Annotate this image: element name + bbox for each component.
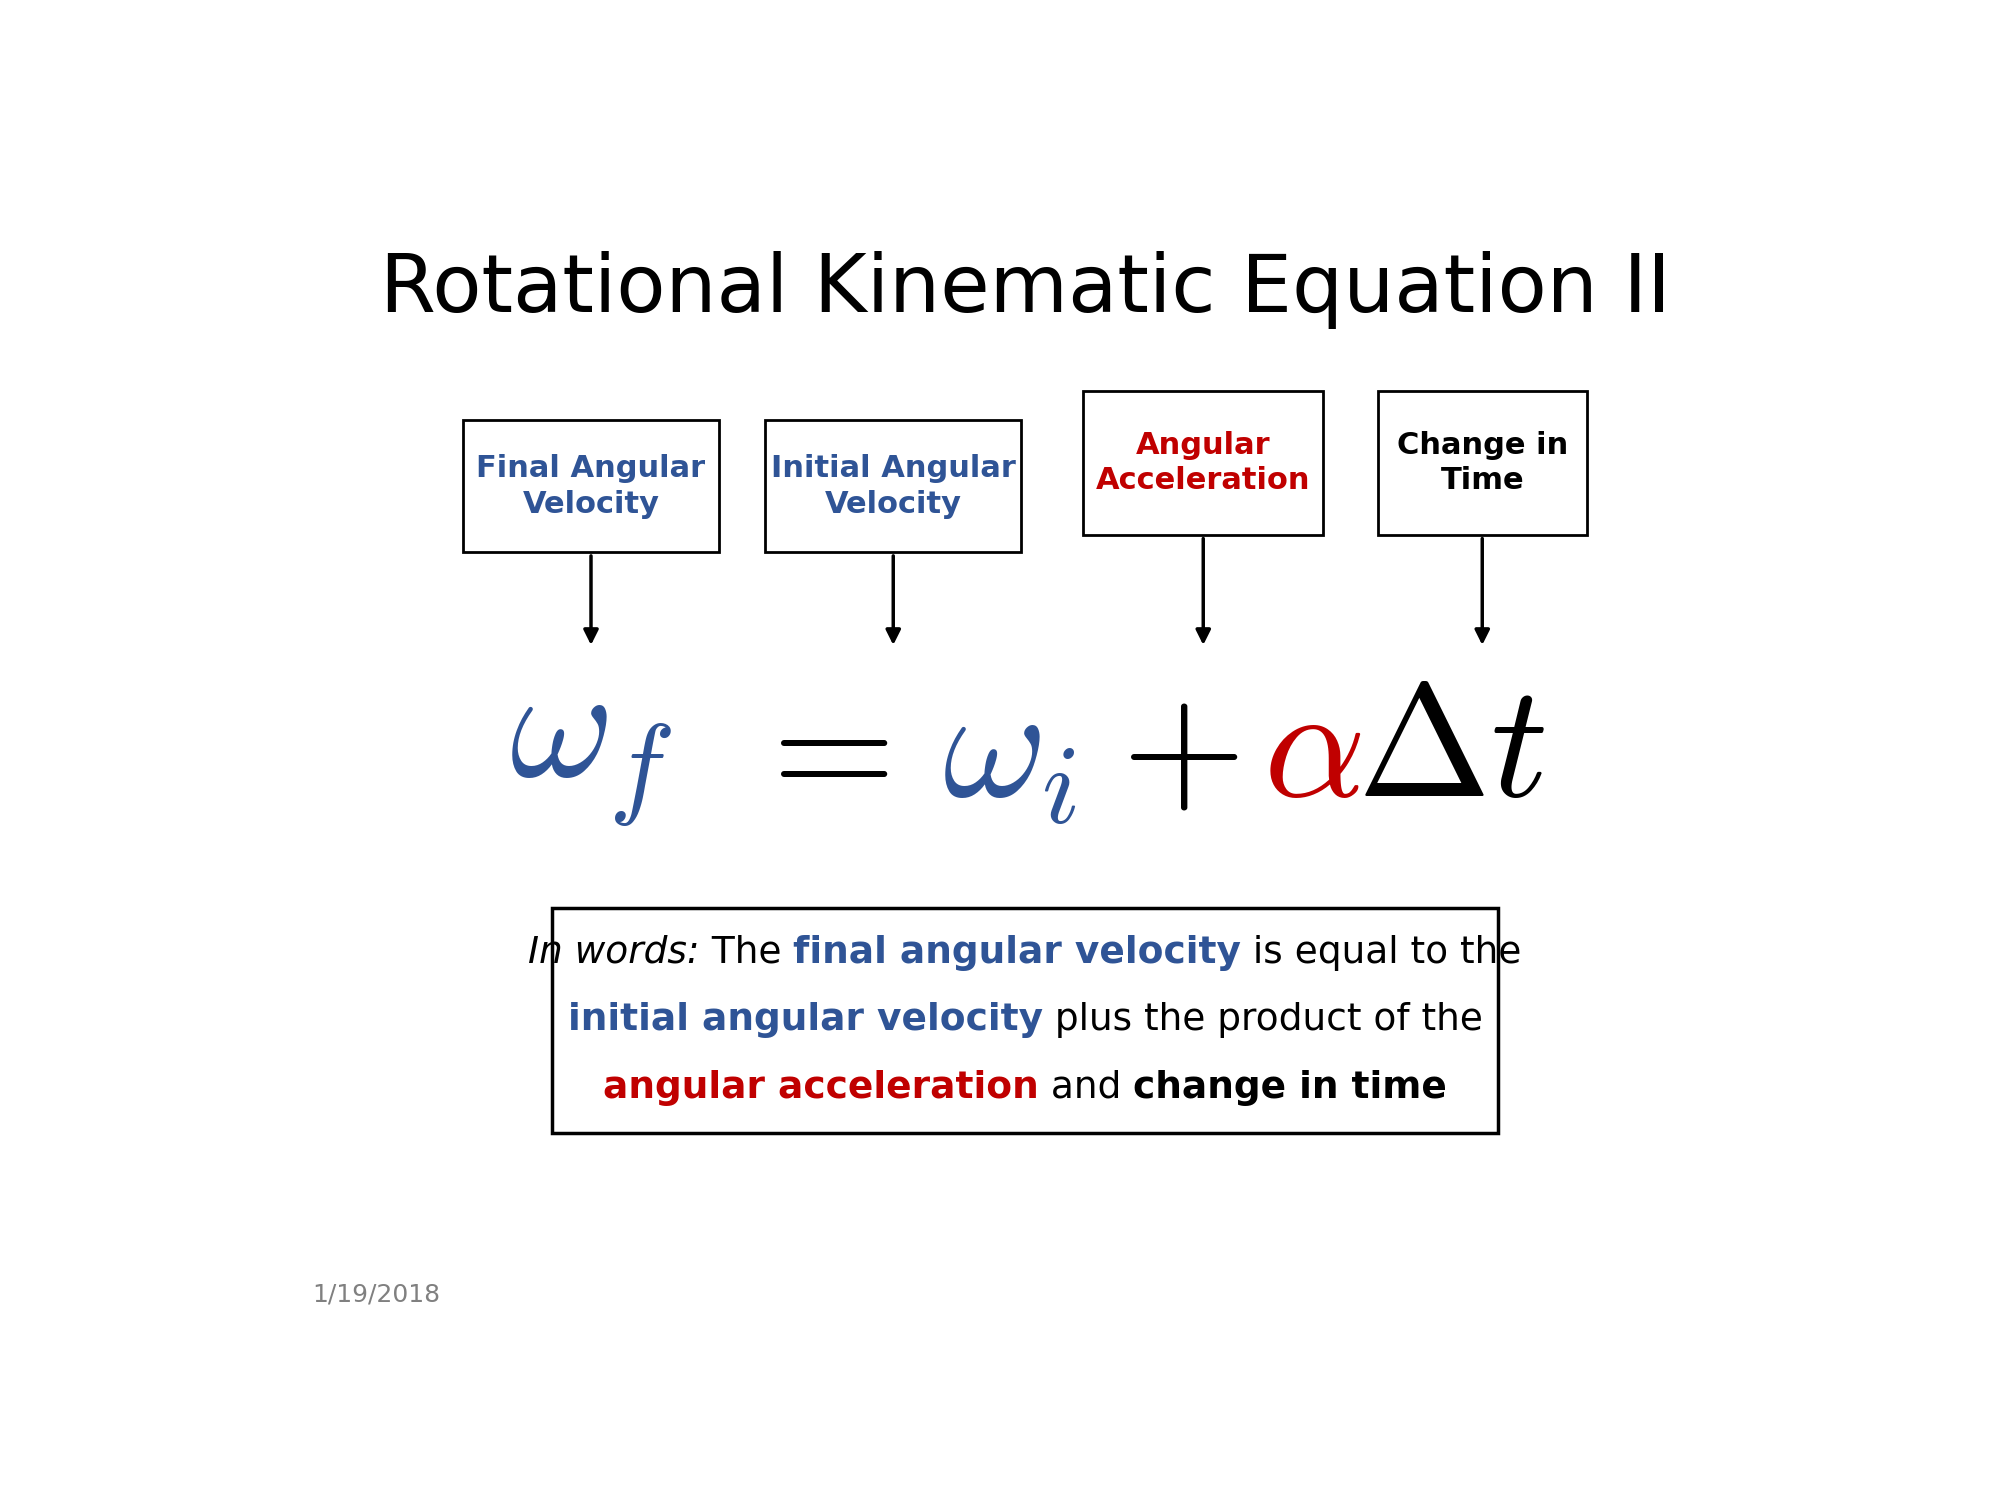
- FancyBboxPatch shape: [1378, 392, 1586, 536]
- FancyBboxPatch shape: [552, 908, 1498, 1132]
- Text: Final Angular
Velocity: Final Angular Velocity: [476, 453, 706, 519]
- FancyBboxPatch shape: [766, 420, 1022, 552]
- Text: initial angular velocity: initial angular velocity: [568, 1002, 1042, 1038]
- Text: 1/19/2018: 1/19/2018: [312, 1282, 440, 1306]
- Text: Change in
Time: Change in Time: [1396, 430, 1568, 495]
- Text: $+$: $+$: [1122, 674, 1238, 830]
- Text: $\omega_i$: $\omega_i$: [942, 674, 1076, 830]
- Text: In words:: In words:: [528, 934, 700, 970]
- Text: Rotational Kinematic Equation II: Rotational Kinematic Equation II: [380, 251, 1670, 328]
- Text: change in time: change in time: [1134, 1070, 1446, 1106]
- Text: $\omega_f$: $\omega_f$: [510, 674, 672, 830]
- Text: Angular
Acceleration: Angular Acceleration: [1096, 430, 1310, 495]
- FancyBboxPatch shape: [1084, 392, 1324, 536]
- Text: Initial Angular
Velocity: Initial Angular Velocity: [770, 453, 1016, 519]
- Text: The: The: [700, 934, 794, 970]
- Text: $\Delta t$: $\Delta t$: [1358, 674, 1546, 830]
- Text: is equal to the: is equal to the: [1242, 934, 1522, 970]
- Text: final angular velocity: final angular velocity: [794, 934, 1242, 970]
- Text: angular acceleration: angular acceleration: [604, 1070, 1038, 1106]
- Text: $\alpha$: $\alpha$: [1262, 674, 1360, 830]
- Text: plus the product of the: plus the product of the: [1042, 1002, 1482, 1038]
- FancyBboxPatch shape: [464, 420, 718, 552]
- Text: and: and: [1038, 1070, 1134, 1106]
- Text: $=$: $=$: [744, 674, 888, 830]
